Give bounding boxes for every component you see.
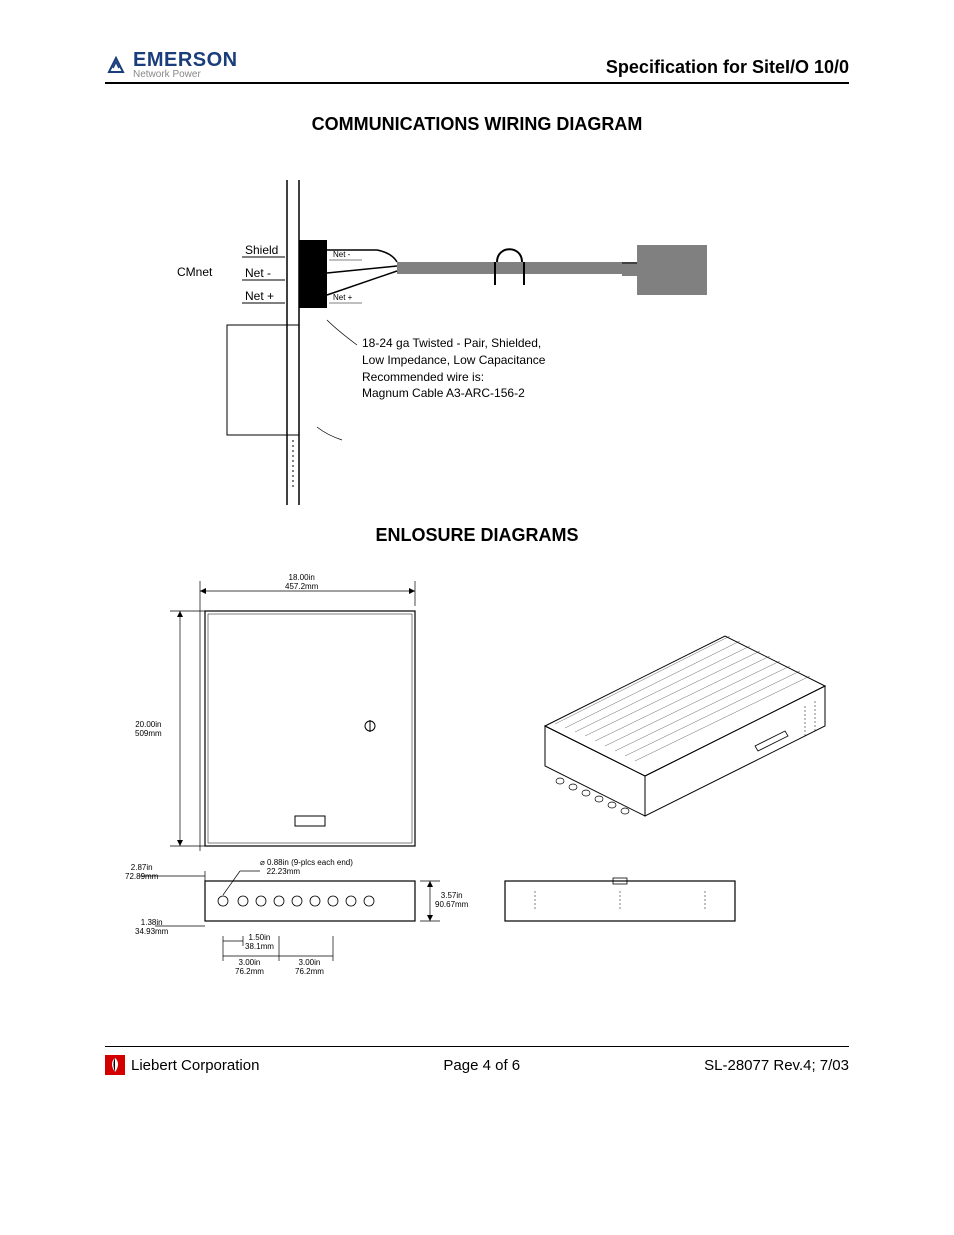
shield-label: Shield — [245, 243, 278, 257]
enclosure-title: ENLOSURE DIAGRAMS — [105, 525, 849, 546]
dim-offset: 2.87in72.89mm — [125, 864, 158, 882]
dim-depth: 3.57in90.67mm — [435, 892, 468, 910]
cmnet-label: CMnet — [177, 265, 212, 279]
note-line3: Recommended wire is: — [362, 369, 612, 386]
note-line1: 18-24 ga Twisted - Pair, Shielded, — [362, 335, 612, 352]
note-line2: Low Impedance, Low Capacitance — [362, 352, 612, 369]
liebert-icon — [105, 1055, 125, 1075]
footer-left: Liebert Corporation — [105, 1055, 259, 1075]
dim-hole-dia: ⌀ 0.88in (9-plcs each end) 22.23mm — [260, 859, 440, 877]
enclosure-svg — [105, 566, 849, 986]
logo-sub-text: Network Power — [133, 70, 238, 80]
pin-net-plus: Net + — [333, 293, 352, 302]
footer-page: Page 4 of 6 — [443, 1057, 520, 1074]
comm-wiring-title: COMMUNICATIONS WIRING DIAGRAM — [105, 114, 849, 135]
cable-note: 18-24 ga Twisted - Pair, Shielded, Low I… — [362, 335, 612, 402]
dim-base: 1.38in34.93mm — [135, 919, 168, 937]
note-line4: Magnum Cable A3-ARC-156-2 — [362, 385, 612, 402]
logo-brand-text: EMERSON — [133, 50, 238, 70]
document-page: EMERSON Network Power Specification for … — [0, 0, 954, 1115]
spec-title: Specification for SiteI/O 10/0 — [606, 57, 849, 80]
net-minus-label: Net - — [245, 266, 271, 280]
footer-doc: SL-28077 Rev.4; 7/03 — [704, 1057, 849, 1074]
footer-company: Liebert Corporation — [131, 1057, 259, 1074]
emerson-mark-icon — [105, 54, 127, 76]
dim-height: 20.00in509mm — [135, 721, 162, 739]
emerson-logo: EMERSON Network Power — [105, 50, 238, 80]
pin-net-minus: Net - — [333, 250, 350, 259]
page-header: EMERSON Network Power Specification for … — [105, 50, 849, 84]
dim-pitch3: 3.00in76.2mm — [295, 959, 324, 977]
dim-width: 18.00in457.2mm — [285, 574, 318, 592]
dim-pitch2: 3.00in76.2mm — [235, 959, 264, 977]
enclosure-diagram: 18.00in457.2mm 20.00in509mm 2.87in72.89m… — [105, 566, 849, 986]
dim-pitch1: 1.50in38.1mm — [245, 934, 274, 952]
net-plus-label: Net + — [245, 289, 274, 303]
page-footer: Liebert Corporation Page 4 of 6 SL-28077… — [105, 1046, 849, 1075]
comm-wiring-diagram: CMnet Shield Net - Net + Net - Net + 18-… — [177, 155, 777, 515]
